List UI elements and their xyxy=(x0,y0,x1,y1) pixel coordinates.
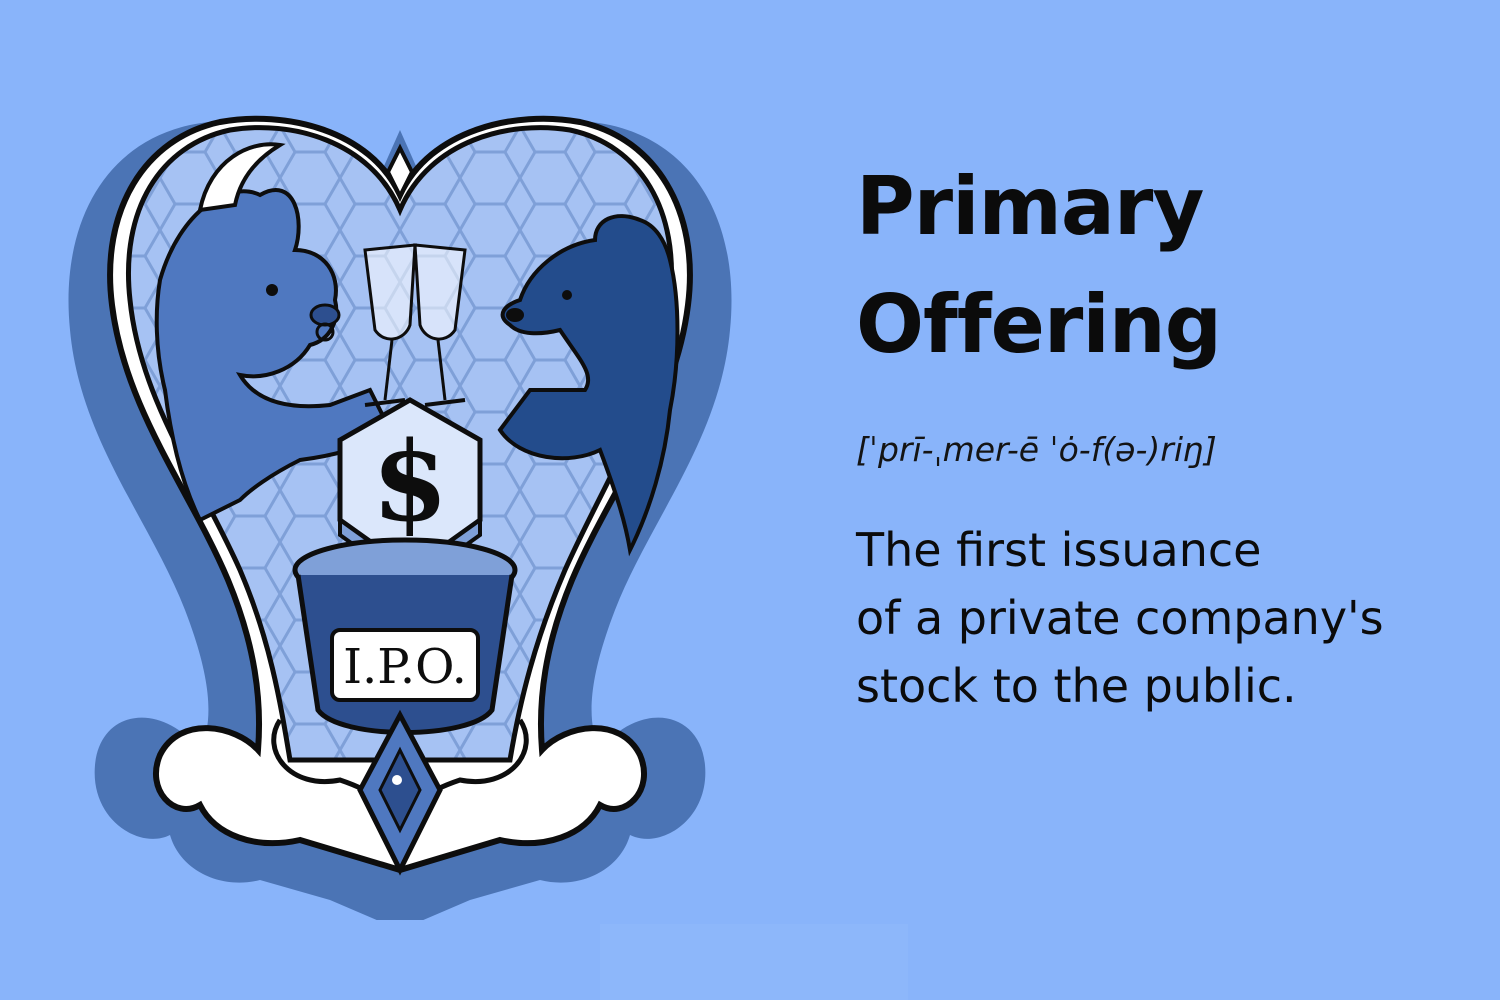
bear-icon xyxy=(497,214,680,557)
term-definition: The first issuance of a private company'… xyxy=(856,516,1456,720)
term-title: Primary Offering xyxy=(856,148,1456,384)
definition-line-1: The first issuance xyxy=(856,523,1262,577)
term-title-line-2: Offering xyxy=(856,278,1222,371)
term-title-line-1: Primary xyxy=(856,160,1204,253)
definition-panel: Primary Offering [ˈprī-ˌmer-ē ˈȯ-f(ə-)ri… xyxy=(856,148,1456,720)
diamond-ornament-icon xyxy=(385,143,415,201)
pedestal-label: I.P.O. xyxy=(343,639,467,695)
dollar-gem-icon: $ xyxy=(337,397,483,588)
faint-watermark-strip xyxy=(600,924,908,1000)
champagne-glass-icon xyxy=(363,243,467,407)
definition-line-2: of a private company's xyxy=(856,591,1384,645)
definition-line-3: stock to the public. xyxy=(856,659,1297,713)
primary-offering-illustration: $ I.P.O. xyxy=(68,115,732,920)
term-pronunciation: [ˈprī-ˌmer-ē ˈȯ-f(ə-)riŋ] xyxy=(856,430,1217,469)
bottom-ornament xyxy=(271,709,529,876)
ipo-pedestal-icon: I.P.O. xyxy=(292,537,518,735)
dollar-symbol: $ xyxy=(372,417,449,546)
